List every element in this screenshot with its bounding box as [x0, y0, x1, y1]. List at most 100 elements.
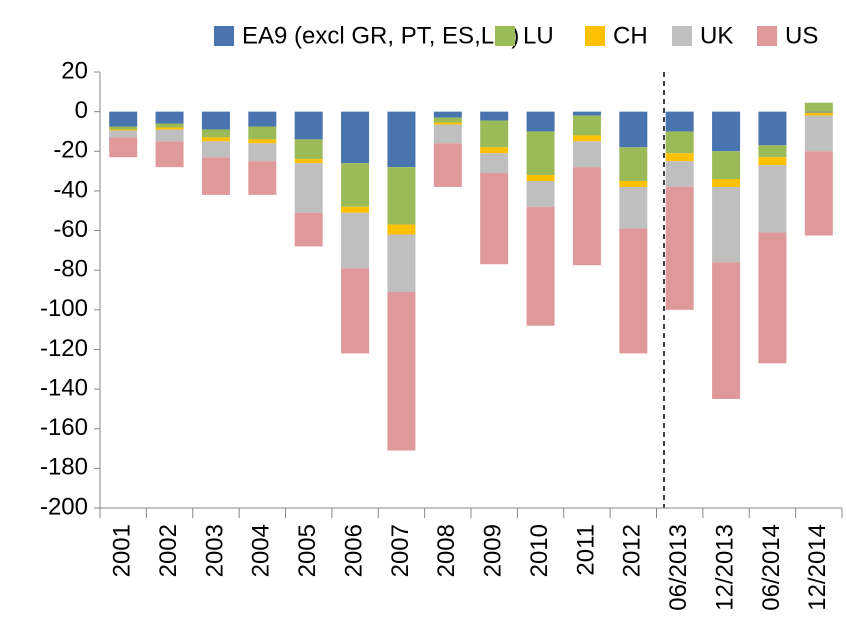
x-tick-label: 2006	[340, 524, 367, 577]
x-tick-label: 2011	[572, 524, 599, 576]
bar-segment	[433, 117, 462, 123]
bar-segment	[248, 139, 277, 144]
bar-segment	[480, 120, 509, 148]
bar-segment	[109, 126, 138, 130]
bar-segment	[712, 151, 741, 180]
y-tick-label: -80	[53, 256, 88, 283]
y-tick-label: -100	[40, 295, 88, 322]
y-tick-label: -60	[53, 216, 88, 243]
bar-segment	[526, 175, 555, 181]
y-tick-label: -40	[53, 176, 88, 203]
bar-segment	[619, 186, 648, 229]
legend-swatch	[214, 26, 234, 46]
bar-segment	[387, 291, 416, 451]
x-tick-label: 2005	[294, 524, 321, 577]
bar-segment	[712, 186, 741, 263]
legend-label: CH	[613, 22, 648, 49]
bar-segment	[665, 153, 694, 162]
bar-segment	[294, 212, 323, 247]
bar-segment	[758, 232, 787, 364]
y-tick-label: -180	[40, 454, 88, 481]
bar-segment	[248, 161, 277, 195]
bar-segment	[665, 131, 694, 154]
x-tick-label: 12/2014	[804, 524, 831, 611]
x-tick-label: 2010	[526, 524, 553, 577]
bar-segment	[433, 122, 462, 125]
bar-segment	[341, 163, 370, 207]
bar-segment	[155, 141, 184, 168]
bar-segment	[665, 186, 694, 310]
y-tick-label: -20	[53, 137, 88, 164]
x-tick-label: 2002	[155, 524, 182, 577]
bar-segment	[804, 151, 833, 236]
legend-label: UK	[700, 22, 733, 49]
bar-segment	[109, 111, 138, 127]
y-tick-label: -200	[40, 493, 88, 520]
bar-segment	[804, 111, 833, 113]
legend-swatch	[672, 26, 692, 46]
legend-swatch	[757, 26, 777, 46]
y-tick-label: -140	[40, 374, 88, 401]
bar-segment	[294, 159, 323, 164]
legend-swatch	[585, 26, 605, 46]
bar-segment	[248, 111, 277, 127]
bar-segment	[480, 153, 509, 174]
bar-segment	[758, 145, 787, 158]
bar-segment	[387, 167, 416, 225]
x-tick-label: 2001	[109, 524, 136, 577]
bar-segment	[341, 268, 370, 354]
bar-segment	[712, 262, 741, 399]
bar-segment	[109, 129, 138, 131]
x-tick-label: 2012	[619, 524, 646, 577]
x-tick-label: 12/2013	[711, 524, 738, 611]
bar-segment	[201, 141, 230, 158]
y-tick-label: 20	[61, 57, 88, 84]
legend-label: EA9 (excl GR, PT, ES,LU)	[242, 22, 519, 49]
bar-segment	[155, 127, 184, 130]
bar-segment	[294, 163, 323, 213]
bar-segment	[433, 143, 462, 187]
bar-segment	[433, 124, 462, 144]
bar-segment	[201, 137, 230, 142]
bar-segment	[804, 102, 833, 112]
bar-segment	[341, 111, 370, 164]
bar-segment	[758, 165, 787, 233]
x-tick-label: 06/2013	[665, 524, 692, 611]
x-tick-label: 2003	[201, 524, 228, 577]
bar-segment	[526, 206, 555, 326]
bar-segment	[758, 157, 787, 166]
bar-segment	[619, 181, 648, 187]
bar-segment	[341, 212, 370, 269]
bar-segment	[387, 234, 416, 292]
bar-segment	[294, 111, 323, 140]
bar-segment	[758, 111, 787, 146]
legend-label: LU	[523, 22, 554, 49]
bar-segment	[248, 126, 277, 140]
y-tick-label: -120	[40, 335, 88, 362]
bar-segment	[387, 224, 416, 235]
bar-segment	[248, 143, 277, 162]
bar-segment	[155, 129, 184, 142]
bar-segment	[433, 111, 462, 118]
bar-segment	[480, 173, 509, 265]
bar-segment	[572, 111, 601, 116]
bar-segment	[480, 147, 509, 154]
y-tick-label: -160	[40, 414, 88, 441]
bar-segment	[665, 161, 694, 187]
bar-segment	[109, 130, 138, 138]
bar-segment	[526, 181, 555, 207]
bar-segment	[387, 111, 416, 168]
bar-segment	[804, 112, 833, 116]
bar-segment	[665, 111, 694, 132]
bar-segment	[619, 111, 648, 148]
x-tick-label: 2009	[480, 524, 507, 577]
y-tick-label: 0	[75, 97, 88, 124]
bar-segment	[480, 111, 509, 121]
bar-segment	[155, 111, 184, 124]
bar-segment	[804, 115, 833, 152]
bar-segment	[155, 123, 184, 128]
x-tick-label: 2004	[248, 524, 275, 577]
legend-label: US	[785, 22, 818, 49]
bar-segment	[572, 167, 601, 266]
